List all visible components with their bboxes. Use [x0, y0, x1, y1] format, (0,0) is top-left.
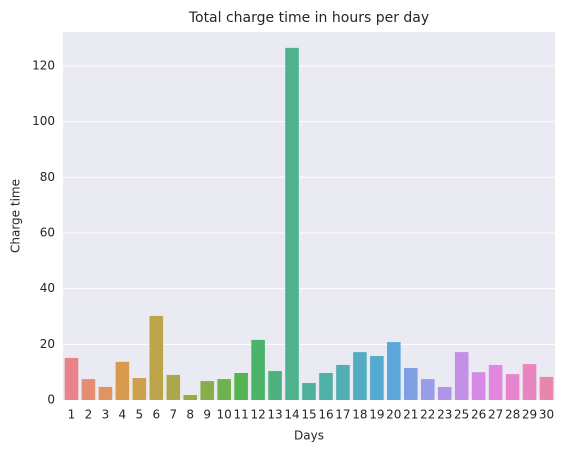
bar: [319, 372, 333, 400]
bar: [234, 372, 248, 400]
bar: [302, 383, 316, 400]
y-tick-label: 60: [40, 225, 55, 239]
x-tick-label: 21: [403, 408, 418, 422]
bar: [353, 352, 367, 400]
y-axis-label: Charge time: [9, 179, 23, 253]
y-tick-label: 100: [32, 114, 55, 128]
y-tick-label: 120: [32, 58, 55, 72]
x-tick-label: 13: [267, 408, 282, 422]
x-tick-label: 10: [217, 408, 232, 422]
bar: [98, 386, 113, 400]
x-tick-label: 17: [335, 408, 350, 422]
bar: [251, 339, 265, 400]
x-tick-label: 9: [203, 408, 211, 422]
x-tick-label: 6: [152, 408, 160, 422]
x-tick-label: 26: [471, 408, 486, 422]
x-tick-label: 2: [85, 408, 93, 422]
x-tick-label: 30: [539, 408, 554, 422]
x-tick-label: 14: [284, 408, 299, 422]
bar: [420, 379, 435, 400]
x-tick-label: 7: [169, 408, 177, 422]
x-tick-label: 28: [505, 408, 520, 422]
bar: [64, 357, 79, 400]
bar: [285, 47, 299, 400]
chart-title: Total charge time in hours per day: [188, 10, 429, 26]
x-tick-label: 23: [437, 408, 452, 422]
bar: [149, 315, 164, 400]
bar: [488, 364, 503, 400]
x-tick-label: 20: [386, 408, 401, 422]
y-tick-label: 40: [40, 281, 55, 295]
x-tick-label: 11: [233, 408, 248, 422]
bar: [471, 372, 486, 400]
x-tick-label: 1: [68, 408, 76, 422]
x-tick-label: 5: [136, 408, 144, 422]
bar: [454, 352, 469, 400]
x-tick-label: 25: [454, 408, 469, 422]
bar: [132, 378, 147, 400]
x-tick-label: 8: [186, 408, 194, 422]
x-tick-label: 19: [369, 408, 384, 422]
x-tick-label: 22: [420, 408, 435, 422]
x-tick-label: 4: [119, 408, 127, 422]
bar: [336, 364, 350, 400]
bar: [217, 379, 231, 400]
bar: [404, 367, 418, 400]
x-tick-label: 3: [102, 408, 110, 422]
x-tick-label: 12: [250, 408, 265, 422]
y-tick-label: 80: [40, 170, 55, 184]
bar: [387, 342, 401, 400]
bar: [115, 361, 130, 400]
x-tick-label: 18: [352, 408, 367, 422]
bar: [183, 394, 198, 400]
x-tick-label: 27: [488, 408, 503, 422]
bar: [522, 364, 537, 400]
bar: [81, 379, 96, 400]
bar: [268, 371, 282, 400]
y-tick-label: 0: [47, 393, 55, 407]
x-tick-label: 16: [318, 408, 333, 422]
bar: [437, 386, 452, 400]
x-tick-label: 15: [301, 408, 316, 422]
x-axis-label: Days: [294, 429, 324, 443]
bar: [505, 374, 520, 400]
x-tick-label: 29: [522, 408, 537, 422]
bar: [539, 376, 554, 400]
bar: [166, 374, 181, 400]
bar: [370, 356, 384, 400]
bar: [200, 381, 214, 400]
y-tick-label: 20: [40, 337, 55, 351]
plot-area: [63, 32, 555, 400]
